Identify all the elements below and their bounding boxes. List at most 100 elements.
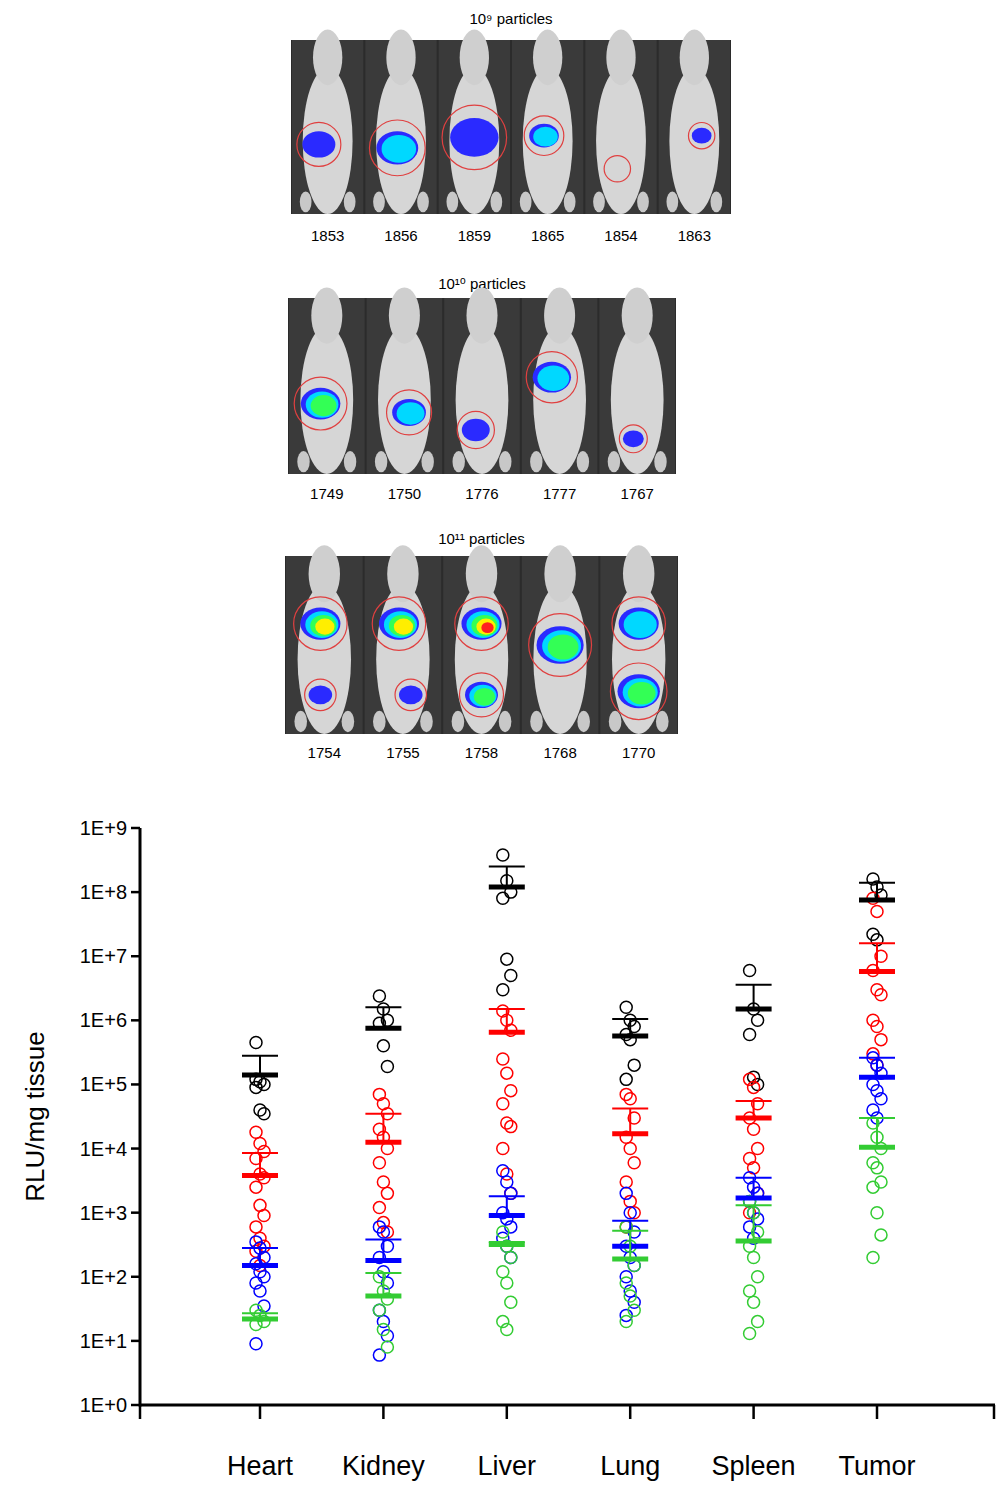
signal [529,124,559,148]
mean-bar [242,1073,278,1078]
mean-bar [612,1131,648,1136]
y-axis [139,828,142,1407]
data-point [875,1229,887,1241]
roi-circle [372,597,425,650]
mouse-leg [344,191,356,212]
error-bar [382,1273,384,1296]
error-bar [753,985,755,1009]
mouse-leg [710,191,722,212]
error-cap [859,882,895,884]
signal [300,608,340,640]
y-tick-label: 1E+2 [80,1266,127,1288]
mouse-id: 1749 [310,485,343,502]
mouse-image [365,545,442,734]
mouse-id: 1859 [458,227,491,244]
image-panel: 10¹¹ particles17541755175817681770 [285,530,678,761]
data-point [250,1338,262,1350]
y-tick-label: 1E+1 [80,1330,127,1352]
data-point [381,1341,393,1353]
data-point [752,1271,764,1283]
mean-bar [242,1173,278,1178]
mouse-image [289,287,365,474]
signal [533,127,558,147]
mean-bar [736,1007,772,1012]
error-bar [629,1231,631,1259]
data-point [875,1093,887,1105]
roi-circle [529,614,592,677]
mouse-body [533,584,586,734]
summary [242,867,895,1075]
error-cap [365,1272,401,1274]
y-tick-label: 1E+7 [80,945,127,967]
data-point [377,1226,389,1238]
y-axis-title: RLU/mg tissue [20,1031,50,1202]
signal [306,391,339,417]
data-point [497,1098,509,1110]
data-point [377,1176,389,1188]
roi-circle [526,352,577,403]
data-point [748,1081,760,1093]
signal [465,682,498,708]
mouse-leg [530,711,543,732]
data-point [497,849,509,861]
mouse-leg [297,451,309,472]
mouse-id: 1865 [531,227,564,244]
roi-circle [395,679,426,710]
error-bar [506,1009,508,1032]
mouse-body [449,68,499,214]
mouse-leg [344,451,356,472]
x-tick-label: Tumor [838,1451,915,1481]
summary [242,1118,895,1319]
mean-bar [489,1030,525,1035]
mouse-leg [452,711,465,732]
data-point [501,1277,513,1289]
x-tick [259,1405,262,1419]
series [250,1117,887,1353]
data-point [744,1029,756,1041]
signal [462,419,490,441]
roi-circle [387,390,432,435]
data-point [258,1271,270,1283]
error-cap [489,1008,525,1010]
mean-bar [242,1263,278,1268]
mouse-body [303,68,353,214]
signal [450,118,498,157]
data-point [748,1251,760,1263]
mouse-id: 1853 [311,227,344,244]
summary [242,1058,895,1266]
data-point [871,1162,883,1174]
mouse-body [669,68,719,214]
data-point [505,1085,517,1097]
data-point [373,1304,385,1316]
error-cap [859,1057,895,1059]
plot-area [242,849,895,1361]
error-cap [242,1312,278,1314]
roi-circle [457,411,494,448]
mouse-head [623,545,654,602]
roi-circle [455,597,508,650]
error-cap [489,1195,525,1197]
signal [481,622,493,633]
x-tick [139,1405,142,1419]
mouse-image [439,30,510,214]
data-point [624,1093,636,1105]
signal [397,402,425,425]
mouse-head [309,545,340,602]
mouse-body [298,584,351,734]
signal [309,685,333,704]
mouse-body [523,68,573,214]
y-tick-label: 1E+5 [80,1073,127,1095]
data-point [377,1324,389,1336]
mouse-image [522,545,599,734]
mouse-head [311,287,342,343]
signal [311,395,337,416]
data-point [624,1290,636,1302]
data-point [620,1176,632,1188]
data-point [250,1126,262,1138]
error-bar [382,1114,384,1143]
error-bar [876,1058,878,1077]
signal [392,399,426,426]
mouse-id: 1863 [678,227,711,244]
signal [302,131,335,157]
x-tick [382,1405,385,1419]
